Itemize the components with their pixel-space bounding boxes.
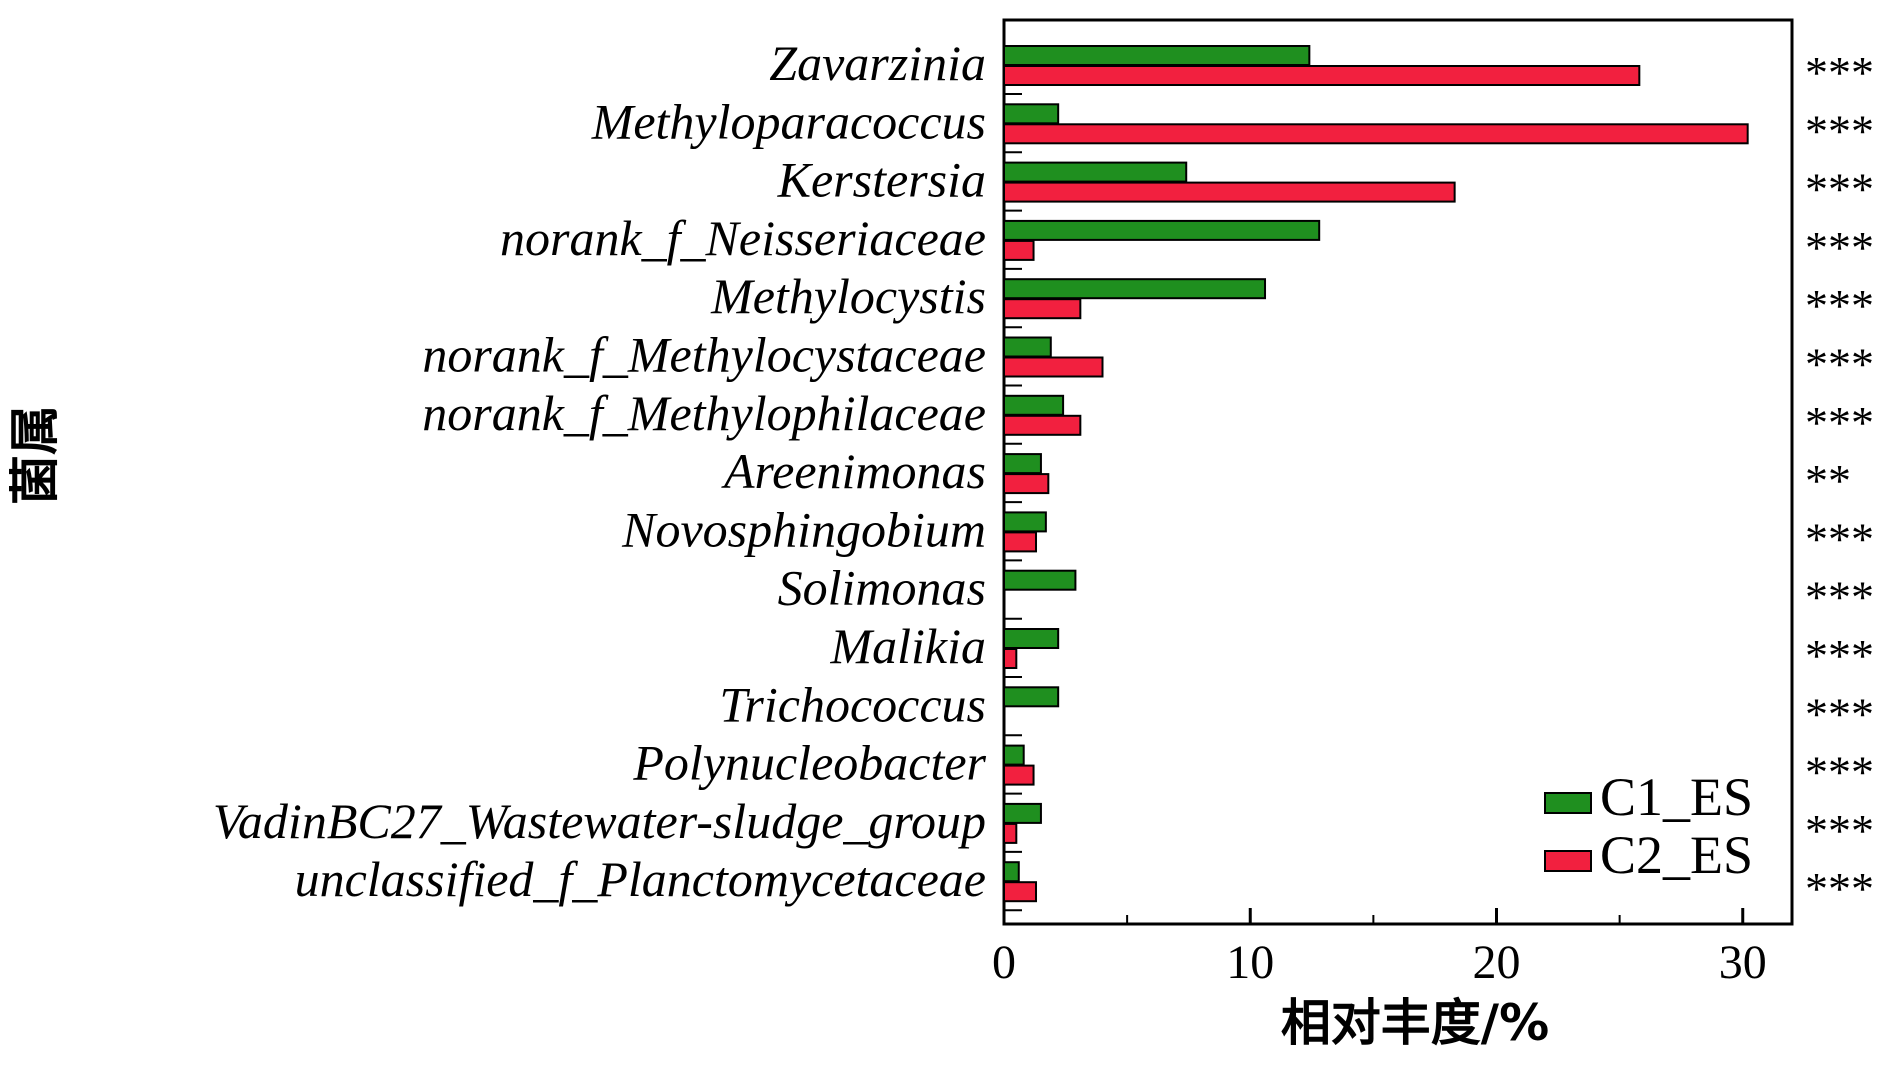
category-label: Methylocystis [710, 268, 986, 324]
bar-c1-es-4 [1003, 278, 1267, 300]
category-label: Novosphingobium [621, 501, 986, 557]
category-label: norank_f_Methylocystaceae [422, 327, 986, 383]
bar-c1-es-13 [1003, 802, 1042, 824]
category-label: Areenimonas [721, 443, 986, 499]
significance-label: *** [1805, 105, 1874, 156]
significance-label: *** [1805, 630, 1874, 681]
legend-swatch-c1-es [1544, 792, 1592, 814]
bar-c2-es-1 [1003, 123, 1749, 145]
category-label: norank_f_Neisseriaceae [500, 210, 986, 266]
significance-label: *** [1805, 280, 1874, 331]
bars-group [1003, 45, 1749, 903]
significance-label: *** [1805, 688, 1874, 739]
x-tick-label: 20 [1473, 936, 1521, 989]
significance-label: *** [1805, 572, 1874, 623]
bar-c2-es-10 [1003, 648, 1018, 669]
legend-label: C1_ES [1600, 767, 1753, 827]
category-label: Zavarzinia [769, 35, 986, 91]
bar-c1-es-5 [1003, 336, 1052, 358]
category-label: Methyloparacoccus [591, 93, 986, 149]
bar-c2-es-2 [1003, 181, 1456, 203]
x-tick-label: 30 [1719, 936, 1767, 989]
x-tick-label: 10 [1226, 936, 1274, 989]
significance-label: *** [1805, 339, 1874, 390]
bar-c1-es-1 [1003, 103, 1060, 125]
bar-c2-es-13 [1003, 822, 1018, 844]
significance-label: *** [1805, 863, 1874, 914]
bar-c2-es-8 [1003, 531, 1038, 553]
bar-c1-es-6 [1003, 394, 1065, 416]
bar-c2-es-7 [1003, 473, 1050, 495]
bar-c1-es-3 [1003, 219, 1321, 241]
bar-c2-es-0 [1003, 65, 1641, 86]
significance-label: *** [1805, 47, 1874, 98]
bar-c2-es-5 [1003, 356, 1104, 378]
bar-c1-es-14 [1003, 861, 1020, 883]
bar-c2-es-12 [1003, 764, 1035, 786]
significance-label: *** [1805, 513, 1874, 564]
significance-label: *** [1805, 222, 1874, 273]
bar-c1-es-9 [1003, 569, 1077, 591]
bar-c2-es-14 [1003, 881, 1038, 903]
bar-c1-es-2 [1003, 161, 1188, 183]
category-labels: ZavarziniaMethyloparacoccusKerstersianor… [213, 35, 987, 907]
legend-swatch-c2-es [1544, 850, 1592, 872]
category-label: VadinBC27_Wastewater-sludge_group [213, 793, 986, 849]
legend-label: C2_ES [1600, 825, 1753, 885]
significance-label: *** [1805, 397, 1874, 448]
category-label: Polynucleobacter [632, 735, 986, 791]
bar-c1-es-0 [1003, 45, 1311, 66]
significance-markers: ****************************************… [1805, 47, 1874, 914]
significance-label: *** [1805, 164, 1874, 215]
bar-c2-es-4 [1003, 298, 1082, 320]
category-label: Malikia [829, 618, 986, 674]
category-label: Trichococcus [719, 676, 986, 732]
significance-label: ** [1805, 455, 1851, 506]
bar-c1-es-8 [1003, 511, 1047, 533]
significance-label: *** [1805, 747, 1874, 798]
x-tick-label: 0 [992, 936, 1016, 989]
ticks-group: 0 10 20 30 [992, 93, 1767, 989]
bar-c1-es-10 [1003, 628, 1060, 649]
category-label: Solimonas [778, 560, 986, 616]
significance-label: *** [1805, 805, 1874, 856]
bar-c1-es-11 [1003, 686, 1060, 708]
bar-c1-es-7 [1003, 453, 1042, 475]
y-axis-title: 菌属 [6, 405, 64, 505]
bar-c2-es-3 [1003, 239, 1035, 261]
category-label: Kerstersia [777, 152, 986, 208]
bar-c2-es-6 [1003, 414, 1082, 436]
category-label: norank_f_Methylophilaceae [422, 385, 986, 441]
bar-c1-es-12 [1003, 744, 1025, 766]
x-axis-title: 相对丰度/% [1281, 994, 1549, 1052]
category-label: unclassified_f_Planctomycetaceae [295, 851, 986, 907]
